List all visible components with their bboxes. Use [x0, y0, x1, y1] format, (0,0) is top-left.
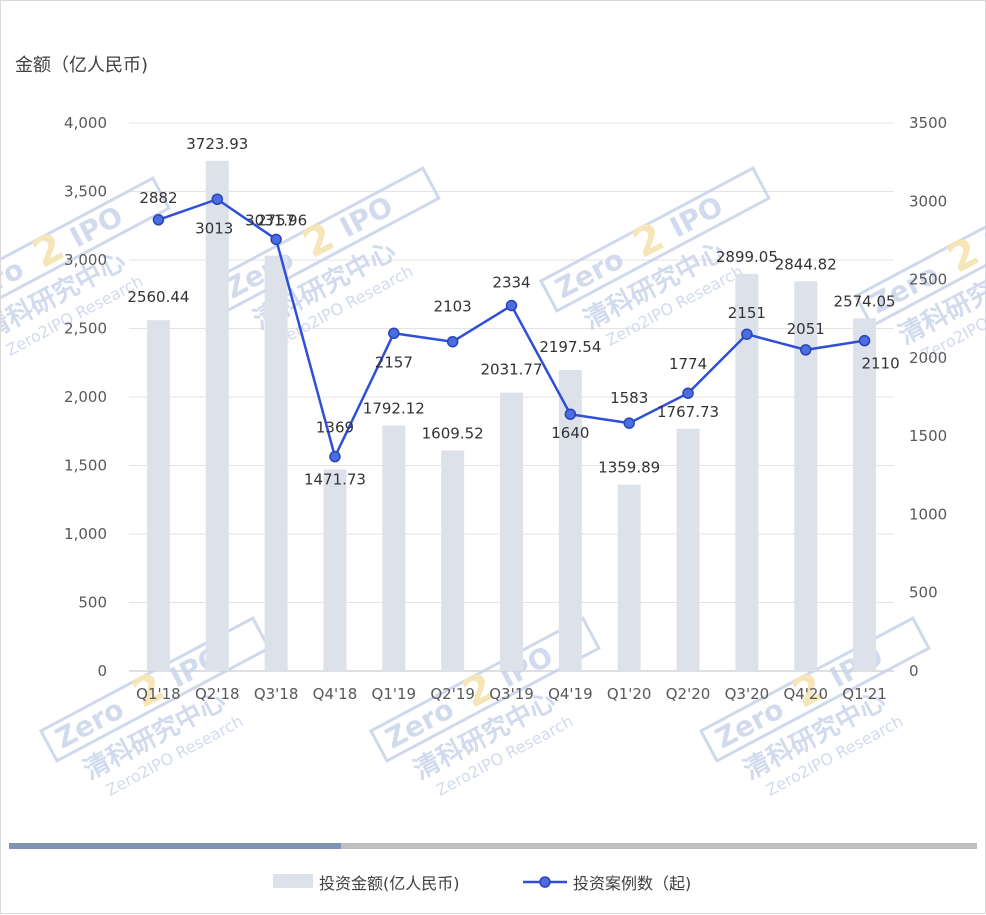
bar-value-label: 2197.54 — [539, 338, 601, 356]
bar-value-label: 2899.05 — [716, 248, 778, 266]
line-point — [152, 214, 165, 226]
bar-value-label: 3031.96 — [245, 212, 307, 230]
bar-value-label: 2560.44 — [127, 288, 189, 306]
bar-value-label: 2574.05 — [834, 292, 896, 310]
legend-line-marker — [539, 876, 551, 888]
bar-series — [146, 160, 877, 672]
bar — [558, 369, 582, 671]
line-value-label: 1369 — [316, 419, 354, 437]
bar — [323, 469, 347, 671]
axes: 0 500 1,000 1,500 2,000 2,500 3,000 3,500 4,000 0… — [64, 114, 947, 703]
line-point — [741, 328, 753, 340]
bar-value-label: 1609.52 — [422, 424, 484, 442]
line-point — [388, 327, 400, 340]
left-tick-label: 4,000 — [64, 114, 107, 132]
left-tick-label: 1,500 — [64, 457, 107, 475]
right-tick-label: 3000 — [909, 192, 947, 210]
right-tick-label: 3500 — [909, 114, 947, 132]
line-value-label: 1640 — [551, 424, 589, 442]
bar — [617, 484, 641, 671]
line-point — [623, 417, 635, 429]
line-point — [799, 344, 812, 356]
line-value-label: 2151 — [728, 304, 766, 322]
bar — [794, 281, 818, 671]
bar — [735, 273, 759, 671]
bar-value-label: 3723.93 — [186, 135, 248, 153]
right-tick-label: 0 — [909, 662, 919, 680]
line-value-label: 2757 — [257, 211, 295, 229]
x-tick-label: Q3'19 — [489, 685, 534, 703]
scrollbar-thumb[interactable] — [9, 843, 341, 849]
left-tick-label: 500 — [78, 594, 107, 612]
x-tick-label: Q2'20 — [666, 685, 711, 703]
scrollbar-track[interactable] — [9, 843, 977, 849]
legend-bar-label: 投资金额(亿人民币) — [319, 874, 460, 893]
legend-bar-swatch — [273, 874, 313, 888]
right-tick-label: 1000 — [909, 505, 947, 523]
x-tick-label: Q4'18 — [313, 685, 358, 703]
line-point — [564, 408, 577, 420]
bar-value-label: 1792.12 — [363, 399, 425, 417]
left-tick-label: 0 — [97, 662, 107, 680]
x-tick-label: Q1'19 — [372, 685, 417, 703]
data-labels: 2560.44 3723.93 3031.96 1471.73 1792.12 1609.… — [127, 135, 899, 489]
line-value-label: 3013 — [195, 219, 233, 237]
bar — [676, 428, 700, 671]
x-tick-label: Q2'18 — [195, 685, 240, 703]
bar-value-label: 2031.77 — [480, 361, 542, 379]
bar-value-label: 1471.73 — [304, 470, 366, 488]
bar — [853, 318, 877, 671]
x-tick-label: Q3'18 — [254, 685, 299, 703]
left-axis-title: 金额（亿人民币) — [15, 55, 148, 76]
legend: 投资金额(亿人民币) 投资案例数（起) — [273, 874, 691, 893]
line-point — [505, 299, 518, 312]
left-tick-label: 1,000 — [64, 525, 107, 543]
bar — [382, 425, 406, 671]
x-tick-label: Q1'18 — [136, 685, 181, 703]
line-value-label: 1774 — [669, 355, 707, 373]
line-value-label: 2157 — [375, 353, 413, 371]
line-value-label: 2103 — [434, 298, 472, 316]
left-tick-label: 3,500 — [64, 183, 107, 201]
scrollbar[interactable] — [9, 843, 977, 849]
x-tick-label: Q3'20 — [725, 685, 770, 703]
line-point — [446, 335, 459, 348]
line-point — [211, 193, 224, 206]
line-point — [858, 334, 871, 347]
bar — [146, 320, 170, 671]
line-series — [152, 193, 871, 463]
x-tick-label: Q1'21 — [842, 685, 887, 703]
right-tick-label: 2500 — [909, 271, 947, 289]
bar-value-label: 1359.89 — [598, 459, 660, 477]
watermark-mark — [365, 609, 629, 816]
right-tick-label: 500 — [909, 584, 938, 602]
line-value-label: 2882 — [139, 189, 177, 207]
bar-value-label: 1767.73 — [657, 403, 719, 421]
left-tick-label: 2,500 — [64, 320, 107, 338]
x-tick-label: Q1'20 — [607, 685, 652, 703]
right-tick-label: 2000 — [909, 349, 947, 367]
left-tick-label: 2,000 — [64, 388, 107, 406]
bar — [441, 450, 465, 671]
line-point — [270, 233, 282, 246]
line-point — [329, 450, 341, 463]
line-point — [682, 387, 694, 399]
bar — [500, 392, 523, 671]
x-tick-label: Q4'19 — [548, 685, 593, 703]
right-tick-label: 1500 — [909, 427, 947, 445]
line-value-label: 2110 — [861, 355, 899, 373]
line-value-label: 1583 — [610, 389, 648, 407]
x-tick-label: Q2'19 — [430, 685, 475, 703]
legend-line-label: 投资案例数（起) — [573, 874, 691, 893]
line-value-label: 2051 — [787, 320, 825, 338]
line-value-label: 2334 — [492, 274, 530, 292]
bar — [205, 160, 229, 671]
x-tick-label: Q4'20 — [783, 685, 828, 703]
left-tick-label: 3,000 — [64, 251, 107, 269]
bar — [264, 255, 288, 672]
bar-value-label: 2844.82 — [775, 255, 837, 273]
